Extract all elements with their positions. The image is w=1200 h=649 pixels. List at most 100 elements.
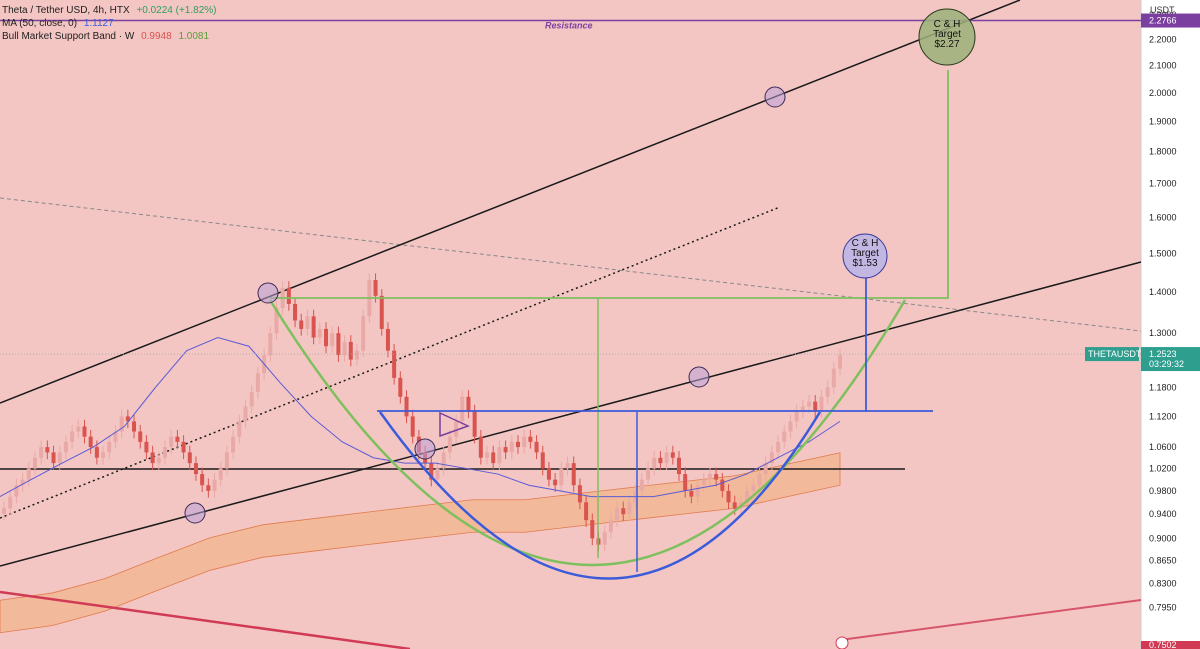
ma-legend[interactable]: MA (50, close, 0) 1.1127 [2, 17, 118, 30]
candle-body [231, 436, 236, 453]
candle-body [26, 468, 31, 480]
touch-point-circle [184, 502, 206, 524]
red-trendline-down [0, 590, 411, 649]
candle-body [324, 328, 329, 347]
candle-body [119, 416, 124, 432]
y-tick-label: 0.9400 [1149, 509, 1177, 519]
candle-body [670, 452, 675, 458]
candle-body [150, 452, 155, 464]
candle-body [776, 441, 781, 453]
target-label-1-line-1: C & H [934, 19, 961, 30]
y-tick-label: 2.0000 [1149, 88, 1177, 98]
band-legend[interactable]: Bull Market Support Band · W 0.9948 1.00… [2, 30, 213, 43]
bottom-price-tag [1141, 641, 1200, 649]
candle-body [664, 452, 669, 464]
candle-body [652, 457, 657, 469]
candle-body [503, 447, 508, 453]
candle-body [522, 436, 527, 448]
candle-body [286, 287, 291, 304]
candle-body [132, 421, 137, 432]
candle-body [553, 479, 558, 486]
last-price-value: 1.2523 [1149, 349, 1177, 359]
y-tick-label: 1.1800 [1149, 382, 1177, 392]
target-bubble-1 [918, 8, 976, 66]
candle-body [163, 447, 168, 458]
touch-point-circle [414, 438, 436, 460]
candle-body [404, 396, 409, 417]
y-tick-label: 1.9000 [1149, 116, 1177, 126]
candle-body [683, 474, 688, 491]
candle-body [800, 406, 805, 412]
candle-body [460, 396, 465, 422]
candle-body [763, 463, 768, 475]
symbol-tag-label: THETAUSDT [1088, 349, 1142, 359]
candle-body [429, 463, 434, 480]
candle-body [559, 468, 564, 486]
candle-body [156, 457, 161, 464]
candle-body [621, 508, 626, 515]
candle-body [70, 431, 75, 442]
y-tick-label: 1.4000 [1149, 287, 1177, 297]
candle-body [615, 508, 620, 521]
candle-body [8, 496, 13, 509]
candle-body [639, 479, 644, 491]
candle-body [807, 401, 812, 407]
candle-body [491, 452, 496, 464]
candle-body [689, 490, 694, 497]
candle-body [361, 316, 366, 351]
y-tick-label: 2.1000 [1149, 61, 1177, 71]
candle-body [14, 485, 19, 497]
candle-body [608, 520, 613, 533]
candle-body [838, 355, 842, 369]
symbol-header: Theta / Tether USD, 4h, HTX +0.0224 (+1.… [2, 4, 221, 17]
resistance-label: Resistance [545, 21, 593, 31]
candle-body [39, 447, 44, 458]
candle-body [751, 485, 756, 491]
channel-upper-line [0, 0, 1021, 404]
candle-body [392, 350, 397, 378]
bottom-price-label: 0.7502 [1149, 640, 1177, 649]
candle-body [584, 502, 589, 521]
candle-body [88, 436, 93, 448]
cup-curve-blue [378, 411, 822, 580]
candle-body [45, 447, 50, 453]
symbol-line: Theta / Tether USD, 4h, HTX [2, 5, 130, 16]
band-value-2: 1.0081 [178, 31, 210, 42]
candle-body [472, 411, 477, 437]
target-label-2-line-1: C & H [852, 238, 879, 249]
candle-body [646, 468, 651, 480]
candle-body [224, 452, 229, 469]
candle-body [20, 479, 25, 486]
y-tick-label: 0.8650 [1149, 556, 1177, 566]
target-label-2-line-2: Target [851, 248, 879, 259]
candle-body [218, 468, 223, 480]
candle-body [206, 485, 211, 491]
candle-body [447, 436, 452, 453]
candle-body [782, 431, 787, 442]
y-tick-label: 0.7950 [1149, 603, 1177, 613]
y-tick-label: 1.0200 [1149, 464, 1177, 474]
candle-body [701, 479, 706, 486]
candle-body [745, 490, 750, 503]
candle-body [515, 441, 520, 448]
candle-body [478, 436, 483, 458]
candle-body [181, 441, 186, 453]
y-tick-label: 1.1200 [1149, 411, 1177, 421]
candle-body [454, 421, 459, 437]
candle-body [293, 303, 298, 321]
candle-body [658, 457, 663, 464]
candle-body [94, 447, 99, 458]
band-label: Bull Market Support Band · W [2, 31, 135, 42]
candle-body [51, 452, 56, 464]
candle-body [825, 387, 830, 397]
bar-countdown: 03:29:32 [1149, 359, 1184, 369]
candle-body [299, 320, 304, 329]
candle-body [435, 468, 440, 480]
band-value-1: 0.9948 [141, 31, 172, 42]
candle-body [237, 421, 242, 437]
candle-body [732, 502, 737, 509]
candle-body [720, 479, 725, 491]
candle-body [249, 392, 254, 407]
